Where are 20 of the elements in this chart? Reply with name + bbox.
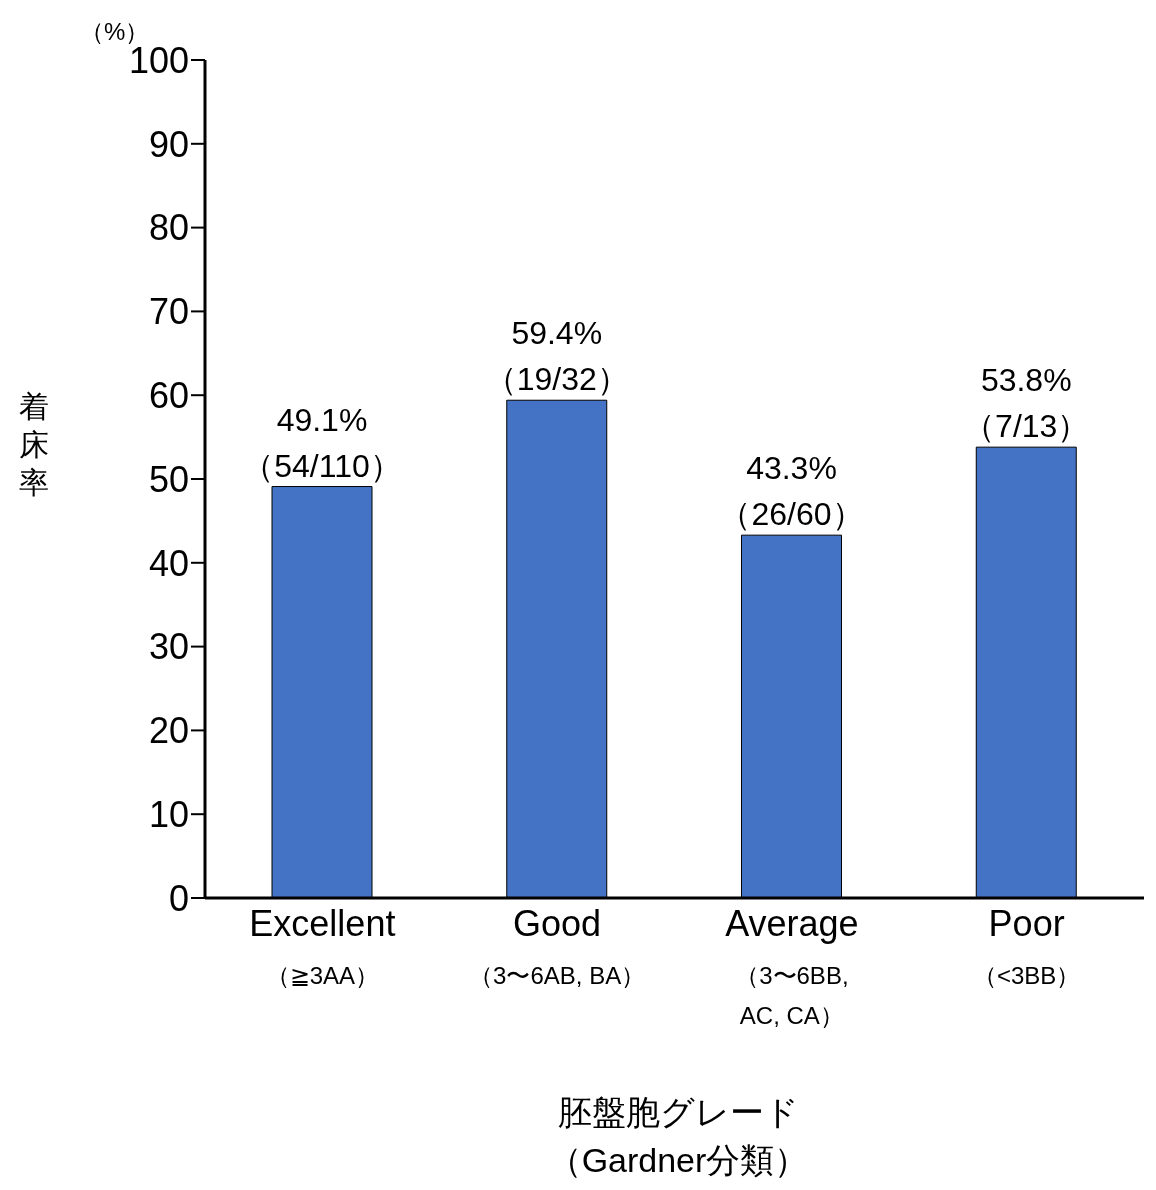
data-label: 49.1% （54/110） xyxy=(242,401,402,484)
y-tick-label: 60 xyxy=(148,374,189,416)
y-tick-label: 30 xyxy=(148,626,189,668)
data-label: 53.8% （7/13） xyxy=(963,362,1090,445)
y-tick-label: 70 xyxy=(148,291,189,333)
y-tick-label: 0 xyxy=(168,877,189,919)
y-tick-label: 80 xyxy=(148,207,189,249)
y-tick-label: 10 xyxy=(148,793,189,835)
x-tick-label: Good （3〜6AB, BA） xyxy=(469,903,646,989)
x-tick-label: Average （3〜6BB, AC, CA） xyxy=(725,903,859,1029)
x-tick-label: Excellent （≧3AA） xyxy=(249,903,396,989)
x-axis-title: 胚盤胞グレード（Gardner分類） xyxy=(546,1092,810,1181)
y-tick-label: 40 xyxy=(148,542,189,584)
x-tick-label: Poor （<3BB） xyxy=(972,903,1081,989)
data-label: 59.4% （19/32） xyxy=(484,315,629,398)
y-tick-label: 90 xyxy=(148,123,189,165)
y-tick-label: 50 xyxy=(148,458,189,500)
data-label: 43.3% （26/60） xyxy=(719,450,864,533)
y-tick-label: 20 xyxy=(148,710,189,752)
y-axis-title: 着床率 xyxy=(18,389,50,501)
